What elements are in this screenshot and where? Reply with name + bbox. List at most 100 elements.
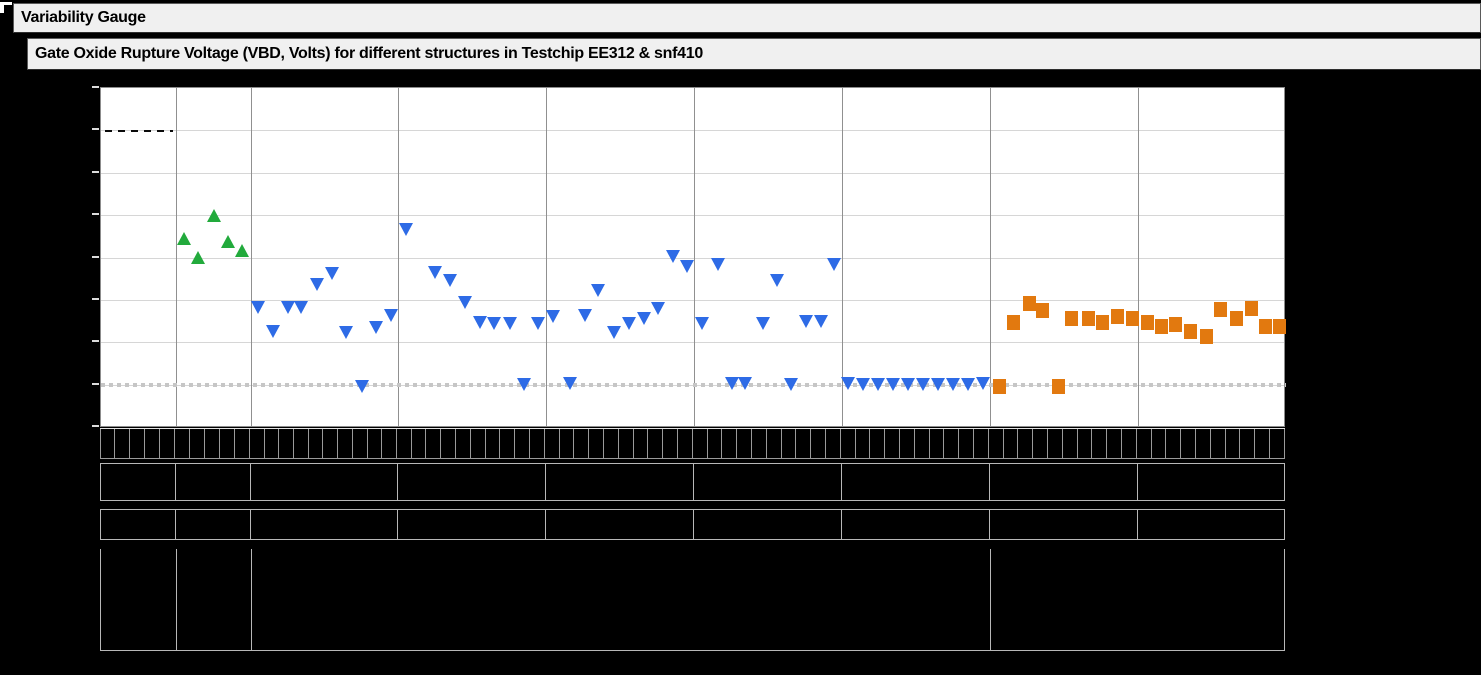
data-point-triangle-down[interactable] [814, 315, 828, 328]
data-point-square[interactable] [1023, 296, 1036, 311]
data-point-triangle-down[interactable] [856, 378, 870, 391]
x-axis-label-cell [411, 429, 427, 458]
data-point-triangle-down[interactable] [546, 310, 560, 323]
data-point-triangle-down[interactable] [871, 378, 885, 391]
horizontal-gridline [101, 342, 1284, 343]
data-point-triangle-up[interactable] [221, 235, 235, 248]
data-point-triangle-down[interactable] [443, 274, 457, 287]
data-point-triangle-up[interactable] [207, 209, 221, 222]
data-point-square[interactable] [1111, 309, 1124, 324]
grouping-label-cell [101, 510, 176, 539]
data-point-square[interactable] [1245, 301, 1258, 316]
data-point-square[interactable] [1052, 379, 1065, 394]
data-point-triangle-up[interactable] [177, 232, 191, 245]
data-point-triangle-down[interactable] [637, 312, 651, 325]
data-point-triangle-down[interactable] [355, 380, 369, 393]
data-point-square[interactable] [1259, 319, 1272, 334]
data-point-square[interactable] [1096, 315, 1109, 330]
data-point-triangle-down[interactable] [666, 250, 680, 263]
panel-header-bar[interactable]: Variability Gauge [13, 3, 1481, 33]
data-point-square[interactable] [1155, 319, 1168, 334]
data-point-triangle-up[interactable] [235, 244, 249, 257]
data-point-triangle-down[interactable] [901, 378, 915, 391]
data-point-triangle-down[interactable] [725, 377, 739, 390]
data-point-triangle-down[interactable] [827, 258, 841, 271]
data-point-triangle-down[interactable] [369, 321, 383, 334]
data-point-triangle-down[interactable] [607, 326, 621, 339]
x-axis-label-cell [456, 429, 471, 458]
data-point-triangle-down[interactable] [711, 258, 725, 271]
chart-title: Gate Oxide Rupture Voltage (VBD, Volts) … [35, 45, 703, 62]
data-point-triangle-down[interactable] [578, 309, 592, 322]
data-point-triangle-down[interactable] [487, 317, 501, 330]
data-point-triangle-down[interactable] [399, 223, 413, 236]
data-point-triangle-down[interactable] [680, 260, 694, 273]
data-point-triangle-down[interactable] [886, 378, 900, 391]
x-axis-label-cell [1092, 429, 1108, 458]
x-axis-label-cell [1107, 429, 1122, 458]
x-axis-label-cell [1255, 429, 1270, 458]
data-point-square[interactable] [1169, 317, 1182, 332]
x-axis-label-cell [544, 429, 560, 458]
data-point-triangle-down[interactable] [325, 267, 339, 280]
data-point-triangle-down[interactable] [799, 315, 813, 328]
grouping-row-bottom [100, 549, 1285, 651]
data-point-square[interactable] [1141, 315, 1154, 330]
data-point-triangle-down[interactable] [591, 284, 605, 297]
data-point-square[interactable] [993, 379, 1006, 394]
data-point-triangle-down[interactable] [916, 378, 930, 391]
data-point-triangle-down[interactable] [517, 378, 531, 391]
data-point-triangle-down[interactable] [281, 301, 295, 314]
data-point-triangle-down[interactable] [251, 301, 265, 314]
data-point-square[interactable] [1214, 302, 1227, 317]
grouping-label-cell [694, 510, 842, 539]
data-point-triangle-down[interactable] [428, 266, 442, 279]
data-point-triangle-down[interactable] [563, 377, 577, 390]
data-point-triangle-down[interactable] [384, 309, 398, 322]
data-point-triangle-down[interactable] [294, 301, 308, 314]
data-point-triangle-down[interactable] [531, 317, 545, 330]
data-point-triangle-down[interactable] [503, 317, 517, 330]
panel-title: Variability Gauge [21, 9, 146, 26]
plot-area[interactable] [100, 87, 1286, 427]
x-axis-label-cell [781, 429, 797, 458]
data-point-square[interactable] [1036, 303, 1049, 318]
data-point-triangle-down[interactable] [738, 377, 752, 390]
data-point-triangle-down[interactable] [651, 302, 665, 315]
data-point-square[interactable] [1065, 311, 1078, 326]
data-point-triangle-down[interactable] [784, 378, 798, 391]
data-point-triangle-down[interactable] [458, 296, 472, 309]
data-point-triangle-down[interactable] [622, 317, 636, 330]
data-point-triangle-down[interactable] [961, 378, 975, 391]
data-point-triangle-down[interactable] [841, 377, 855, 390]
x-axis-label-cell [840, 429, 856, 458]
data-point-triangle-down[interactable] [976, 377, 990, 390]
group-separator-gridline [398, 88, 399, 426]
window-corner-mark [0, 2, 12, 5]
data-point-triangle-down[interactable] [770, 274, 784, 287]
data-point-triangle-down[interactable] [310, 278, 324, 291]
data-point-triangle-down[interactable] [695, 317, 709, 330]
data-point-triangle-down[interactable] [931, 378, 945, 391]
data-point-triangle-down[interactable] [756, 317, 770, 330]
grouping-label-cell [990, 464, 1138, 500]
data-point-square[interactable] [1273, 319, 1286, 334]
data-point-square[interactable] [1200, 329, 1213, 344]
x-axis-label-cell [396, 429, 412, 458]
x-axis-label-cell [678, 429, 693, 458]
x-axis-label-cell [899, 429, 915, 458]
data-point-square[interactable] [1082, 311, 1095, 326]
data-point-triangle-down[interactable] [266, 325, 280, 338]
data-point-square[interactable] [1126, 311, 1139, 326]
data-point-triangle-down[interactable] [946, 378, 960, 391]
data-point-square[interactable] [1184, 324, 1197, 339]
data-point-square[interactable] [1007, 315, 1020, 330]
x-axis-label-cell [870, 429, 886, 458]
data-point-triangle-down[interactable] [473, 316, 487, 329]
data-point-triangle-down[interactable] [339, 326, 353, 339]
data-point-square[interactable] [1230, 311, 1243, 326]
grouping-label-cell [694, 464, 842, 500]
data-point-triangle-up[interactable] [191, 251, 205, 264]
x-axis-label-cell [323, 429, 339, 458]
